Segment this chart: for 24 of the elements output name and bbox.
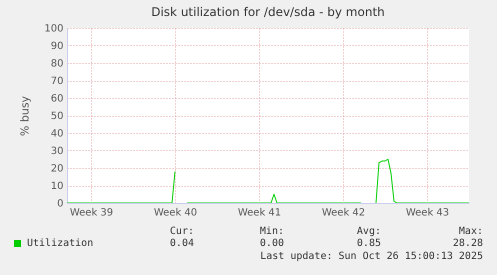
y-tick-label: 0 bbox=[57, 198, 64, 210]
x-tick-label: Week 40 bbox=[154, 208, 198, 218]
y-tick-label: 20 bbox=[50, 164, 64, 174]
chart-title: Disk utilization for /dev/sda - by month bbox=[151, 5, 385, 19]
x-tick-label: Week 41 bbox=[238, 208, 282, 218]
legend-label: Utilization bbox=[27, 238, 94, 249]
x-tick-label: Week 39 bbox=[70, 208, 114, 218]
y-tick-label: 100 bbox=[44, 24, 64, 34]
y-tick-label: 60 bbox=[50, 94, 64, 104]
y-axis-title: % busy bbox=[18, 95, 32, 136]
y-tick-label: 30 bbox=[50, 146, 64, 157]
text: Min: 0.00 bbox=[258, 226, 284, 249]
y-tick-label: 50 bbox=[50, 111, 64, 122]
text: Max: 28.28 bbox=[452, 226, 483, 249]
x-tick-label: Week 42 bbox=[322, 208, 366, 218]
y-tick-label: 40 bbox=[50, 128, 64, 140]
text: Last update: Sun Oct 26 15:00:13 2025 bbox=[260, 251, 483, 262]
y-tick-label: 90 bbox=[50, 41, 64, 52]
y-tick-label: 10 bbox=[50, 181, 64, 192]
text: Avg: 0.85 bbox=[356, 226, 381, 249]
y-tick-label: 70 bbox=[50, 76, 64, 87]
y-tick-label: 80 bbox=[50, 58, 64, 70]
x-tick-label: Week 43 bbox=[406, 208, 450, 218]
text: Cur: 0.04 bbox=[168, 226, 194, 249]
